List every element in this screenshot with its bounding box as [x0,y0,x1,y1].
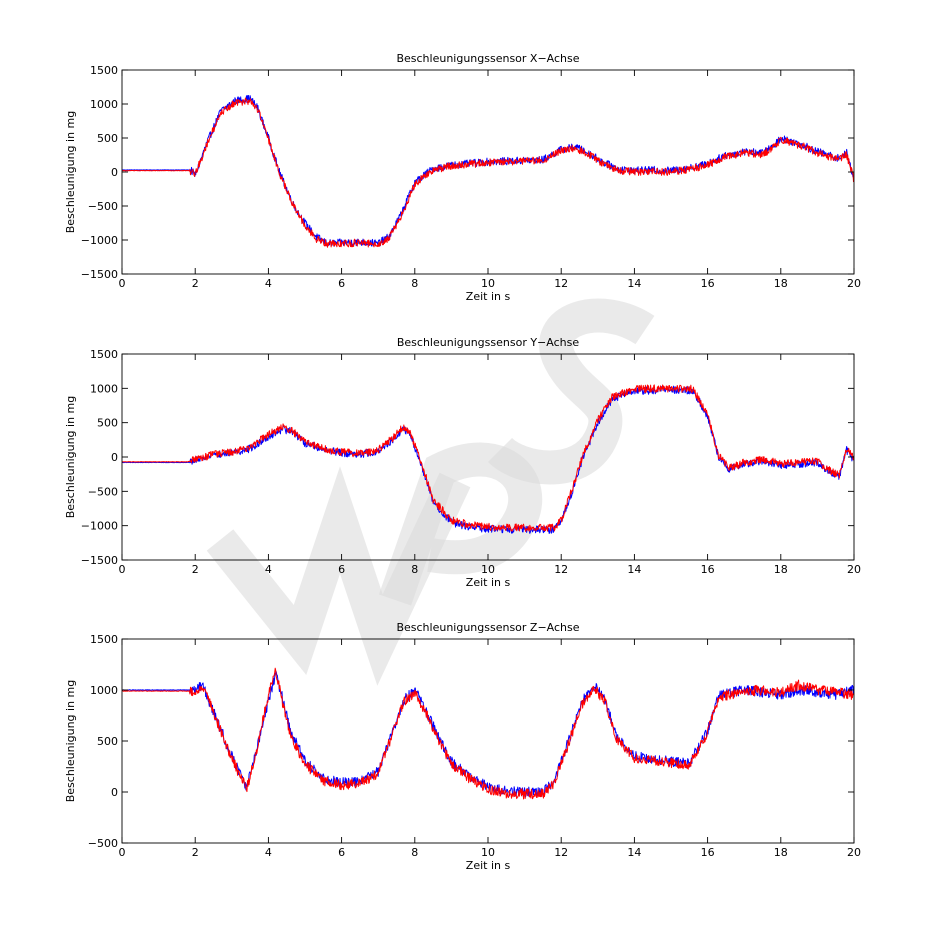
y-tick-label: 1000 [90,684,118,697]
x-tick-label: 0 [119,563,126,576]
x-axis-label: Zeit in s [466,859,511,872]
y-tick-label: 0 [111,166,118,179]
x-axis-label: Zeit in s [466,290,511,303]
x-tick-label: 8 [411,846,418,859]
x-tick-label: 20 [847,563,861,576]
x-tick-label: 18 [774,846,788,859]
wps-watermark-icon [206,298,655,686]
x-tick-label: 14 [627,563,641,576]
y-axis-label: Beschleunigung in mg [64,680,77,803]
traces [122,384,854,534]
y-tick-label: 1500 [90,633,118,646]
subplot-3: 0 2 4 6 8 10 12 14 16 18 20150010005000−500Beschle… [64,621,861,872]
x-tick-label: 10 [481,846,495,859]
x-tick-label: 16 [701,277,715,290]
x-tick-label: 10 [481,563,495,576]
x-tick-label: 12 [554,277,568,290]
y-tick-label: 0 [111,451,118,464]
x-tick-label: 4 [265,846,272,859]
chart-title: Beschleunigungssensor X−Achse [396,52,579,65]
traces [122,94,854,248]
x-tick-label: 14 [627,846,641,859]
x-tick-label: 6 [338,277,345,290]
x-tick-label: 2 [192,846,199,859]
x-tick-label: 16 [701,563,715,576]
x-tick-label: 20 [847,277,861,290]
series-line-2 [122,384,854,532]
x-tick-label: 18 [774,563,788,576]
chart-title: Beschleunigungssensor Y−Achse [397,336,579,349]
y-tick-label: 500 [97,417,118,430]
x-tick-label: 14 [627,277,641,290]
x-tick-label: 18 [774,277,788,290]
x-tick-label: 8 [411,563,418,576]
x-tick-label: 2 [192,563,199,576]
y-axis-label: Beschleunigung in mg [64,396,77,519]
x-tick-label: 0 [119,846,126,859]
y-tick-label: −1000 [81,520,118,533]
x-axis-label: Zeit in s [466,576,511,589]
y-tick-label: 1000 [90,98,118,111]
chart-title: Beschleunigungssensor Z−Achse [396,621,579,634]
x-tick-label: 2 [192,277,199,290]
x-tick-label: 12 [554,563,568,576]
y-tick-label: 1500 [90,348,118,361]
x-tick-label: 12 [554,846,568,859]
y-tick-label: 500 [97,132,118,145]
series-line-2 [122,667,854,800]
x-tick-label: 0 [119,277,126,290]
x-tick-label: 4 [265,277,272,290]
y-tick-label: 1500 [90,64,118,77]
x-tick-label: 6 [338,846,345,859]
subplot-1: 0 2 4 6 8 10 12 14 16 18 20 1500 1000 500 0 −500 −1000 −1… [64,52,861,303]
x-tick-label: 16 [701,846,715,859]
x-tick-label: 10 [481,277,495,290]
x-tick-label: 4 [265,563,272,576]
x-tick-label: 8 [411,277,418,290]
x-tick-label: 6 [338,563,345,576]
y-tick-label: −500 [88,200,118,213]
y-tick-label: −1500 [81,554,118,567]
y-tick-label: −1000 [81,234,118,247]
y-axis-label: Beschleunigung in mg [64,111,77,234]
y-tick-label: 500 [97,735,118,748]
subplot-2: 0 2 4 6 8 10 12 14 16 18 20 1500 1000 500 0 −500 −1000 −1… [64,336,861,589]
subplots: 0 2 4 6 8 10 12 14 16 18 20150010005000−500−1000−1… [64,52,861,872]
y-tick-label: −500 [88,485,118,498]
y-tick-label: 0 [111,786,118,799]
series-line-2 [122,97,854,248]
y-tick-label: −1500 [81,268,118,281]
y-tick-label: 1000 [90,382,118,395]
traces [122,667,854,800]
x-tick-label: 20 [847,846,861,859]
y-tick-label: −500 [88,837,118,850]
